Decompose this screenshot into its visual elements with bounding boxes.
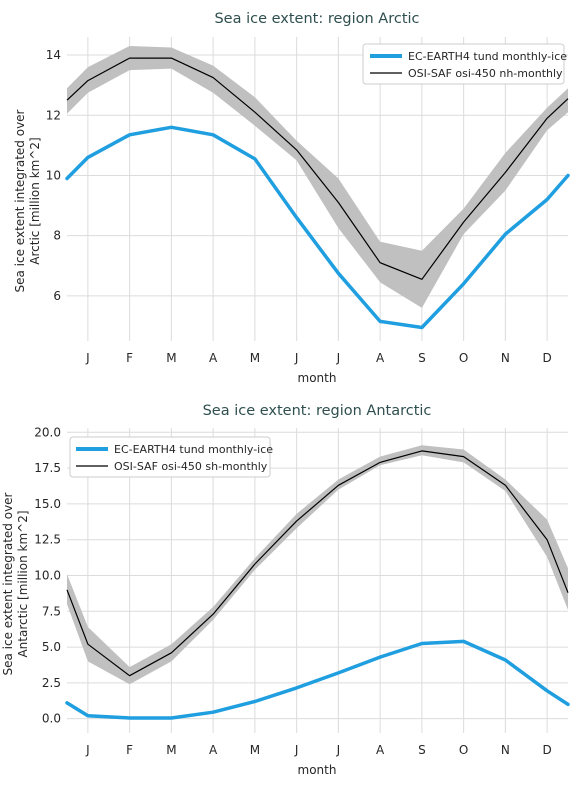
antarctic-x-tick-8: S [418,743,426,757]
arctic-series-lines [65,57,570,330]
antarctic-y-tick-labels: 0.0 2.5 5.0 7.5 10.0 12.5 15.0 17.5 20.0 [34,425,61,725]
arctic-x-tick-11: D [543,351,552,365]
antarctic-y-tick-2: 5.0 [42,640,61,654]
arctic-x-tick-4: M [250,351,260,365]
antarctic-x-tick-6: J [336,743,341,757]
arctic-x-tick-5: J [294,351,299,365]
arctic-chart-panel: Sea ice extent: region Arctic 6 8 10 12 14 J… [13,11,570,385]
antarctic-y-tick-7: 17.5 [34,461,61,475]
antarctic-x-tick-11: D [543,743,552,757]
antarctic-obs-band [67,445,568,685]
arctic-y-tick-3: 12 [46,108,61,122]
arctic-y-tick-labels: 6 8 10 12 14 [46,48,61,303]
arctic-y-axis-label-line2: Arctic [million km^2] [28,137,42,264]
antarctic-x-tick-2: M [166,743,176,757]
arctic-legend-box [362,43,565,85]
antarctic-x-tick-1: F [126,743,133,757]
antarctic-chart-title: Sea ice extent: region Antarctic [203,403,432,419]
arctic-y-tick-1: 8 [53,229,61,243]
arctic-legend-model-label: EC-EARTH4 tund monthly-ice [408,50,567,63]
antarctic-y-tick-6: 15.0 [34,497,61,511]
arctic-x-tick-2: M [166,351,176,365]
antarctic-x-axis-label: month [298,763,337,777]
arctic-x-tick-9: O [459,351,468,365]
antarctic-y-axis-label-line1: Sea ice extent integrated over [1,492,15,675]
arctic-x-tick-1: F [126,351,133,365]
antarctic-y-axis-label-line2: Antarctic [million km^2] [16,510,30,657]
arctic-x-tick-0: J [85,351,90,365]
arctic-y-tick-0: 6 [53,289,61,303]
antarctic-obs-mean-line [66,450,569,677]
antarctic-x-tick-5: J [294,743,299,757]
antarctic-y-tick-1: 2.5 [42,676,61,690]
antarctic-x-tick-4: M [250,743,260,757]
arctic-x-tick-8: S [418,351,426,365]
arctic-x-tick-6: J [336,351,341,365]
antarctic-obs-uncertainty-band [67,445,568,685]
arctic-obs-mean-line [66,57,569,280]
antarctic-series-lines [65,450,570,720]
arctic-legend: EC-EARTH4 tund monthly-ice OSI-SAF osi-4… [362,43,567,85]
antarctic-x-tick-10: N [501,743,510,757]
antarctic-gridlines [67,428,568,733]
antarctic-y-tick-5: 12.5 [34,533,61,547]
antarctic-y-tick-4: 10.0 [34,568,61,582]
antarctic-y-tick-3: 7.5 [42,604,61,618]
antarctic-y-tick-0: 0.0 [42,712,61,726]
antarctic-x-tick-9: O [459,743,468,757]
arctic-x-tick-3: A [209,351,218,365]
arctic-legend-obs-label: OSI-SAF osi-450 nh-monthly [408,67,563,80]
arctic-chart-title: Sea ice extent: region Arctic [214,11,419,27]
arctic-y-tick-4: 14 [46,48,61,62]
antarctic-legend-obs-label: OSI-SAF osi-450 sh-monthly [114,460,268,473]
antarctic-x-tick-7: A [376,743,385,757]
arctic-y-tick-2: 10 [46,168,61,182]
antarctic-chart-panel: Sea ice extent: region Antarctic 0.0 2.5 5… [1,403,570,777]
antarctic-legend-box [69,436,271,478]
antarctic-model-line [65,639,570,720]
antarctic-x-tick-0: J [85,743,90,757]
antarctic-y-tick-8: 20.0 [34,425,61,439]
arctic-x-axis-label: month [298,371,337,385]
arctic-model-line [65,125,570,330]
antarctic-legend-model-label: EC-EARTH4 tund monthly-ice [114,443,273,456]
antarctic-legend: EC-EARTH4 tund monthly-ice OSI-SAF osi-4… [69,436,273,478]
arctic-y-axis-label-line1: Sea ice extent integrated over [13,109,27,292]
antarctic-x-tick-3: A [209,743,218,757]
arctic-x-tick-7: A [376,351,385,365]
arctic-x-tick-10: N [501,351,510,365]
